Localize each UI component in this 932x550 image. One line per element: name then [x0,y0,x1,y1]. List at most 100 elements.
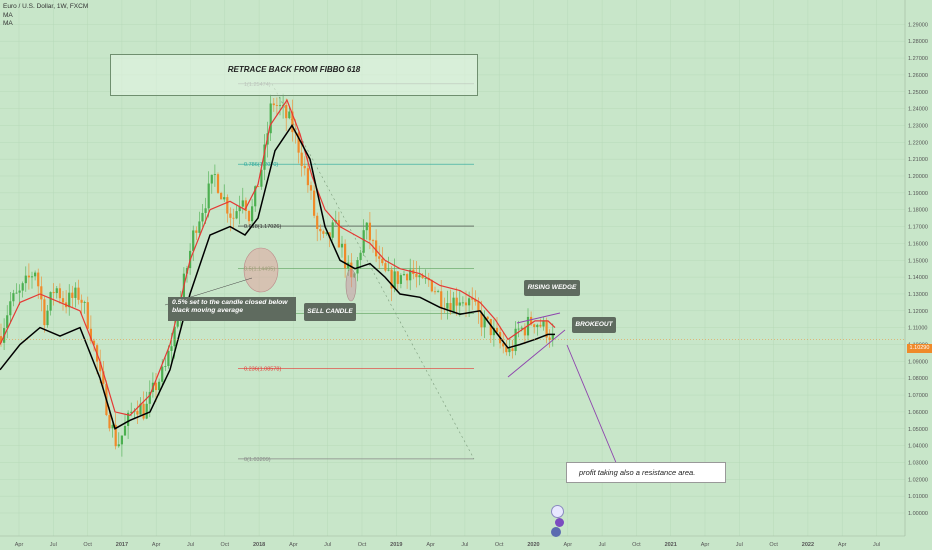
candle-body [130,411,133,413]
candle-body [136,410,139,415]
candle-body [396,271,399,284]
candle-body [533,324,536,328]
candle-body [40,286,43,300]
candle-body [216,174,220,193]
candle-body [198,221,201,233]
wedge-lower-line [507,329,566,378]
candle-body [285,105,288,119]
candle-body [278,105,282,107]
candle-body [108,415,111,429]
candle-body [291,111,294,133]
symbol-title[interactable]: Euro / U.S. Dollar, 1W, FXCM [3,3,89,10]
candle-body [148,392,151,404]
candle-body [536,324,539,328]
candle-body [83,302,86,303]
time-tick-label: Apr [838,542,847,548]
price-tick-label: 1.19000 [908,191,928,197]
candle-body [446,303,449,309]
candle-body [300,152,303,166]
price-tick-label: 1.18000 [908,208,928,214]
brokeout-label: BROKEOUT [572,317,616,333]
candle-body [480,312,483,328]
candle-body [6,315,9,329]
wedge-upper-line [516,312,561,324]
candle-body [390,269,393,289]
ma-indicator-1[interactable]: MA [3,11,13,19]
price-tick-label: 1.21000 [908,157,928,163]
event-flag-icon[interactable] [551,505,564,518]
candle-body [142,403,145,419]
candle-body [378,256,381,259]
candle-body [27,275,30,278]
candle-body [440,291,443,309]
candle-body [263,144,266,170]
candle-body [545,320,548,338]
candle-body [331,222,334,238]
candle-body [0,336,3,343]
moving-averages [0,98,556,430]
candle-body [539,324,542,327]
price-axis: 1.00000 1.01000 1.02000 1.03000 1.04000 1.050… [904,0,928,536]
price-tick-label: 1.07000 [908,393,928,399]
time-tick-label: Jul [873,542,880,548]
candle-body [275,105,278,106]
candle-body [260,169,263,187]
candle-body [309,185,313,191]
candle-body [424,278,427,279]
candle-body [551,333,554,340]
price-tick-label: 1.08000 [908,376,928,382]
time-tick-label: Jul [187,542,194,548]
candle-body [415,274,418,278]
price-tick-label: 1.29000 [908,22,928,28]
fib-level-label: 0(1.03209) [244,457,271,463]
sell-candle-ellipse [345,268,357,302]
candle-body [371,240,375,242]
ma-fast-line [0,98,556,416]
time-tick-label: 2019 [390,542,402,548]
candle-body [409,269,412,281]
candle-body [505,346,508,353]
candle-body [74,287,77,298]
event-dividend-icon[interactable] [551,527,561,537]
price-tick-label: 1.11000 [908,326,927,332]
candle-body [471,298,474,300]
ma-indicator-2[interactable]: MA [3,20,13,27]
price-tick-label: 1.17000 [908,225,928,231]
candle-body [455,297,458,306]
candle-body [508,348,511,353]
price-tick-label: 1.02000 [908,477,928,483]
ma-slow-line [0,124,555,430]
candle-body [173,326,176,347]
event-count-icon[interactable] [555,518,564,527]
candle-body [517,328,520,330]
time-tick-label: Jul [461,542,468,548]
price-tick-label: 1.28000 [908,39,928,45]
price-tick-label: 1.22000 [908,140,928,146]
time-tick-label: Oct [83,542,92,548]
time-tick-label: 2021 [665,542,677,548]
fib-level-label: 0.5(1.14495) [244,267,275,273]
candle-body [61,298,65,303]
candle-body [89,328,92,341]
candle-body [238,206,241,212]
candle-body [251,206,254,222]
candle-body [452,297,455,312]
time-tick-label: 2018 [253,542,265,548]
candle-body [325,232,328,234]
candle-body [30,276,34,278]
candle-body [176,320,179,327]
last-price-badge: 1.10290 [907,344,932,353]
candle-body [297,133,300,153]
candle-body [384,263,387,271]
fib-trend-line [271,83,475,460]
candle-body [210,174,213,184]
time-tick-label: Apr [152,542,161,548]
price-tick-label: 1.00000 [908,511,928,517]
candle-body [58,288,61,299]
candle-body [303,165,306,169]
price-tick-label: 1.25000 [908,90,928,96]
price-tick-label: 1.12000 [908,309,928,315]
candle-body [530,316,533,325]
candle-body [102,371,105,384]
